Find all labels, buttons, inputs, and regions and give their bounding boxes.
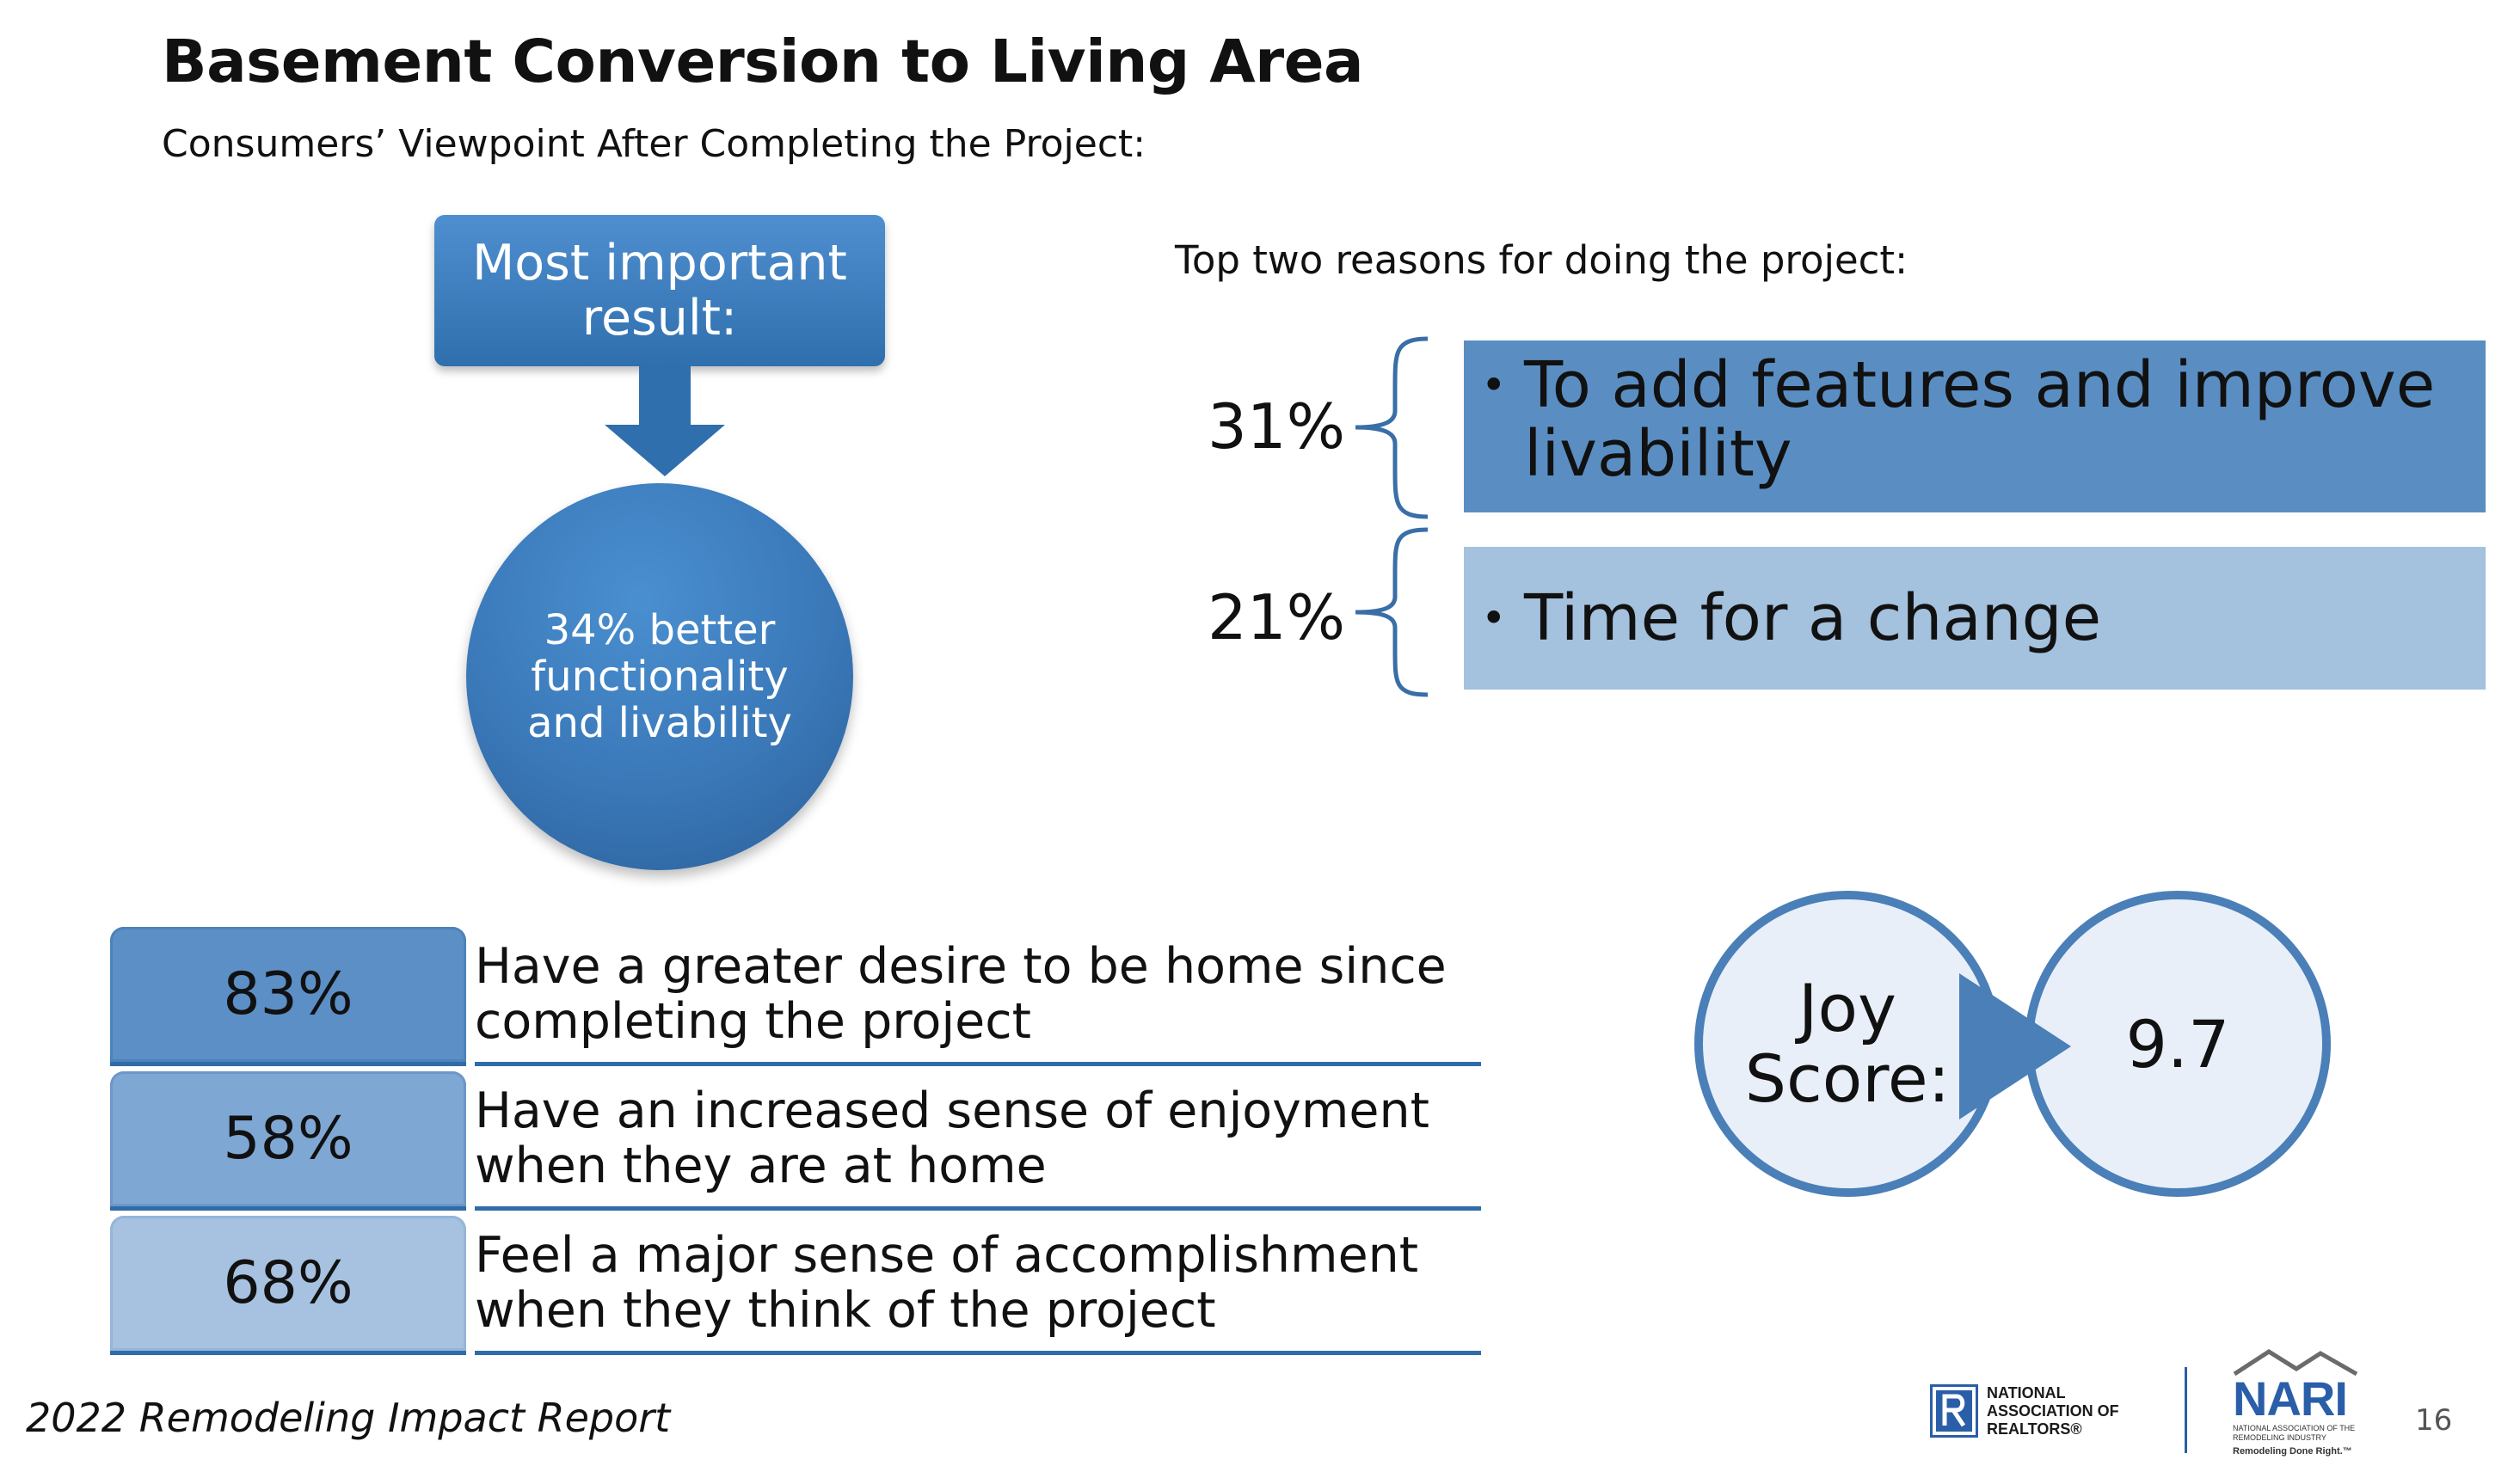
reason-text: To add features and improve livability: [1524, 348, 2436, 491]
nari-subtitle: NATIONAL ASSOCIATION OF THE REMODELING I…: [2233, 1424, 2356, 1442]
bullet: •: [1481, 360, 1507, 410]
joy-label-circle: Joy Score:: [1694, 891, 2001, 1197]
joy-value-circle: 9.7: [2025, 891, 2331, 1197]
stat-percent-box: 58%: [110, 1071, 466, 1211]
reasons-heading: Top two reasons for doing the project:: [1175, 237, 1908, 283]
stat-text: Have a greater desire to be home since c…: [475, 927, 1481, 1066]
nari-logo: NARI NATIONAL ASSOCIATION OF THE REMODEL…: [2226, 1348, 2372, 1463]
down-arrow-icon: [605, 365, 725, 476]
reason-percent: 21%: [1208, 581, 1346, 653]
joy-label: Joy Score:: [1744, 970, 1951, 1117]
brace-icon: [1355, 336, 1429, 519]
page-number: 16: [2415, 1403, 2453, 1438]
most-important-result-box: Most important result:: [434, 215, 885, 366]
result-circle: 34% better functionality and livability: [466, 483, 853, 870]
nari-tagline: Remodeling Done Right.™: [2233, 1446, 2352, 1457]
reason-item: • Time for a change: [1464, 547, 2486, 690]
report-footer: 2022 Remodeling Impact Report: [26, 1395, 671, 1441]
logo-divider: [2185, 1367, 2187, 1453]
joy-arrow-icon: [1959, 973, 2071, 1119]
reason-item: • To add features and improve livability: [1464, 340, 2486, 512]
stat-percent-box: 83%: [110, 927, 466, 1066]
nar-logo: NATIONAL ASSOCIATION OF REALTORS®: [1930, 1379, 2145, 1443]
stat-percent-box: 68%: [110, 1216, 466, 1355]
reason-percent: 31%: [1208, 390, 1346, 463]
nar-logo-text: NATIONAL ASSOCIATION OF REALTORS®: [1987, 1384, 2119, 1438]
realtor-r-icon: [1930, 1384, 1978, 1438]
bullet: •: [1481, 593, 1507, 643]
joy-value: 9.7: [2125, 1005, 2230, 1083]
reason-text: Time for a change: [1524, 581, 2102, 655]
nari-wordmark: NARI: [2233, 1371, 2348, 1426]
brace-icon: [1355, 527, 1429, 697]
page-title: Basement Conversion to Living Area: [162, 28, 1364, 96]
stat-text: Have an increased sense of enjoyment whe…: [475, 1071, 1481, 1211]
house-roof-icon: [2233, 1349, 2358, 1377]
stat-text: Feel a major sense of accomplishment whe…: [475, 1216, 1481, 1355]
page-subtitle: Consumers’ Viewpoint After Completing th…: [162, 122, 1146, 166]
result-circle-text: 34% better functionality and livability: [527, 606, 792, 747]
